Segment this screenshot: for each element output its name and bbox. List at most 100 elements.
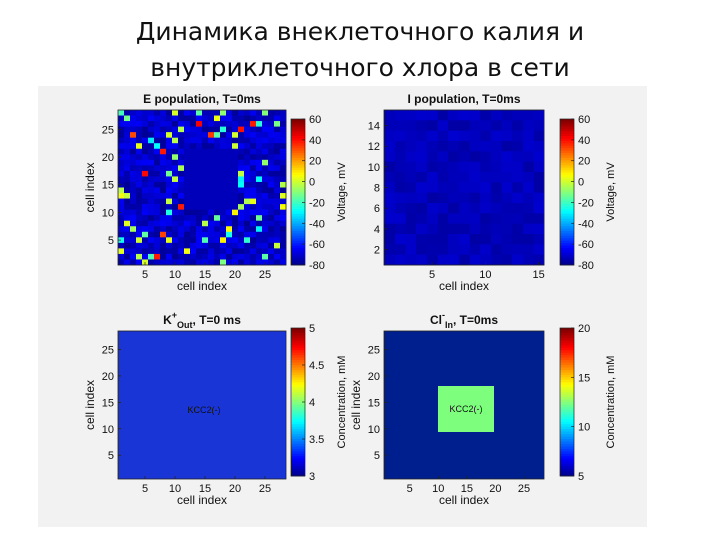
heatmap-cell: [469, 234, 481, 245]
heatmap-cell: [148, 215, 155, 222]
heatmap-cell: [154, 159, 161, 166]
heatmap-cell: [274, 165, 281, 172]
heatmap-cell: [160, 165, 167, 172]
heatmap-cell: [172, 198, 179, 205]
heatmap-cell: [154, 231, 161, 238]
heatmap-cell: [280, 121, 287, 127]
colorbar-segment: [291, 463, 305, 467]
heatmap-cell: [232, 132, 239, 138]
heatmap-cell: [262, 242, 269, 249]
heatmap-cell: [256, 253, 263, 260]
heatmap-cell: [238, 253, 245, 260]
heatmap-cell: [522, 120, 534, 131]
heatmap-cell: [437, 161, 449, 173]
heatmap-cell: [226, 170, 233, 177]
heatmap-cell: [130, 187, 137, 194]
heatmap-cell: [124, 187, 131, 194]
heatmap-cell: [214, 242, 221, 249]
heatmap-cell: [416, 130, 427, 142]
x-axis-label: cell index: [177, 493, 227, 507]
heatmap-cell: [208, 231, 215, 238]
heatmap-cell: [160, 143, 167, 150]
colorbar-segment: [560, 204, 574, 207]
heatmap-cell: [469, 110, 481, 121]
heatmap-cell: [458, 161, 470, 173]
heatmap-cell: [501, 120, 513, 131]
x-axis-label: cell index: [177, 279, 227, 293]
heatmap-cell: [274, 253, 281, 260]
heatmap-cell: [274, 126, 281, 133]
heatmap-cell: [166, 187, 173, 194]
heatmap-cell: [232, 187, 239, 194]
heatmap-cell: [405, 244, 417, 255]
heatmap-cell: [178, 115, 185, 122]
colorbar-segment: [560, 416, 574, 420]
heatmap-cell: [202, 209, 209, 216]
heatmap-cell: [232, 154, 239, 161]
heatmap-cell: [480, 151, 491, 162]
heatmap-cell: [238, 231, 245, 238]
heatmap-cell: [220, 209, 227, 216]
heatmap-cell: [426, 161, 438, 173]
heatmap-cell: [405, 120, 417, 131]
x-tick-label: 10: [432, 483, 444, 495]
heatmap-cell: [244, 115, 251, 122]
heatmap-cell: [148, 132, 155, 138]
heatmap-cell: [130, 204, 137, 210]
colorbar-segment: [291, 397, 305, 400]
heatmap-cell: [190, 248, 197, 255]
heatmap-cell: [268, 181, 275, 188]
heatmap-cell: [250, 176, 257, 183]
heatmap-cell: [480, 141, 491, 152]
heatmap-cell: [160, 198, 167, 205]
heatmap-cell: [172, 187, 179, 194]
heatmap-cell: [512, 120, 523, 131]
heatmap-cell: [208, 209, 215, 216]
x-tick-label: 20: [229, 483, 241, 495]
heatmap-cell: [124, 253, 131, 260]
heatmap-cell: [522, 244, 534, 255]
colorbar-segment: [560, 255, 574, 259]
colorbar-segment: [291, 228, 305, 232]
colorbar-segment: [560, 138, 574, 142]
colorbar-segment: [291, 160, 305, 164]
heatmap-cell: [136, 248, 143, 255]
colorbar-segment: [560, 461, 574, 465]
heatmap-cell: [280, 115, 287, 122]
heatmap-cell: [262, 148, 269, 155]
heatmap-cell: [166, 148, 173, 155]
heatmap-cell: [154, 226, 161, 233]
y-tick-label: 2: [374, 245, 380, 257]
heatmap-cell: [160, 159, 167, 166]
heatmap-cell: [172, 209, 179, 216]
heatmap-cell: [226, 126, 233, 133]
heatmap-cell: [490, 213, 502, 224]
heatmap-cell: [118, 248, 125, 255]
colorbar-segment: [291, 429, 305, 432]
heatmap-cell: [202, 187, 209, 194]
heatmap-cell: [238, 115, 245, 122]
heatmap-cell: [268, 209, 275, 216]
heatmap-cell: [178, 187, 185, 194]
heatmap-cell: [268, 242, 275, 249]
heatmap-cell: [208, 121, 215, 127]
heatmap-cell: [154, 126, 161, 133]
heatmap-cell: [280, 159, 287, 166]
heatmap-cell: [190, 198, 197, 205]
heatmap-cell: [190, 215, 197, 222]
colorbar-segment: [560, 439, 574, 442]
colorbar-segment: [560, 170, 574, 173]
heatmap-cell: [196, 126, 203, 133]
colorbar-segment: [291, 431, 305, 435]
colorbar-segment: [560, 384, 574, 388]
heatmap-cell: [130, 253, 137, 260]
colorbar-label: Concentration, mM: [605, 356, 617, 449]
colorbar-segment: [291, 345, 305, 349]
heatmap-cell: [130, 237, 137, 244]
colorbar-tick-label: -40: [309, 218, 325, 230]
heatmap-cell: [130, 110, 137, 116]
heatmap-cell: [202, 132, 209, 138]
heatmap-cell: [480, 161, 491, 173]
colorbar-segment: [291, 201, 305, 205]
y-tick-label: 25: [368, 345, 380, 357]
